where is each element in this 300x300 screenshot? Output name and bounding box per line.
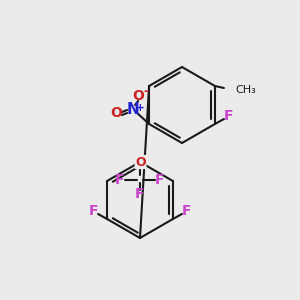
Text: F: F — [224, 109, 234, 123]
Text: F: F — [155, 173, 165, 187]
Text: -: - — [143, 85, 149, 98]
Text: O: O — [110, 106, 122, 120]
Text: O: O — [135, 155, 146, 169]
Text: CH₃: CH₃ — [235, 85, 256, 95]
Text: +: + — [136, 103, 145, 113]
Text: O: O — [132, 89, 144, 103]
Text: F: F — [88, 204, 98, 218]
Text: F: F — [135, 187, 145, 201]
Text: N: N — [127, 103, 140, 118]
Text: F: F — [115, 173, 125, 187]
Text: F: F — [182, 204, 192, 218]
